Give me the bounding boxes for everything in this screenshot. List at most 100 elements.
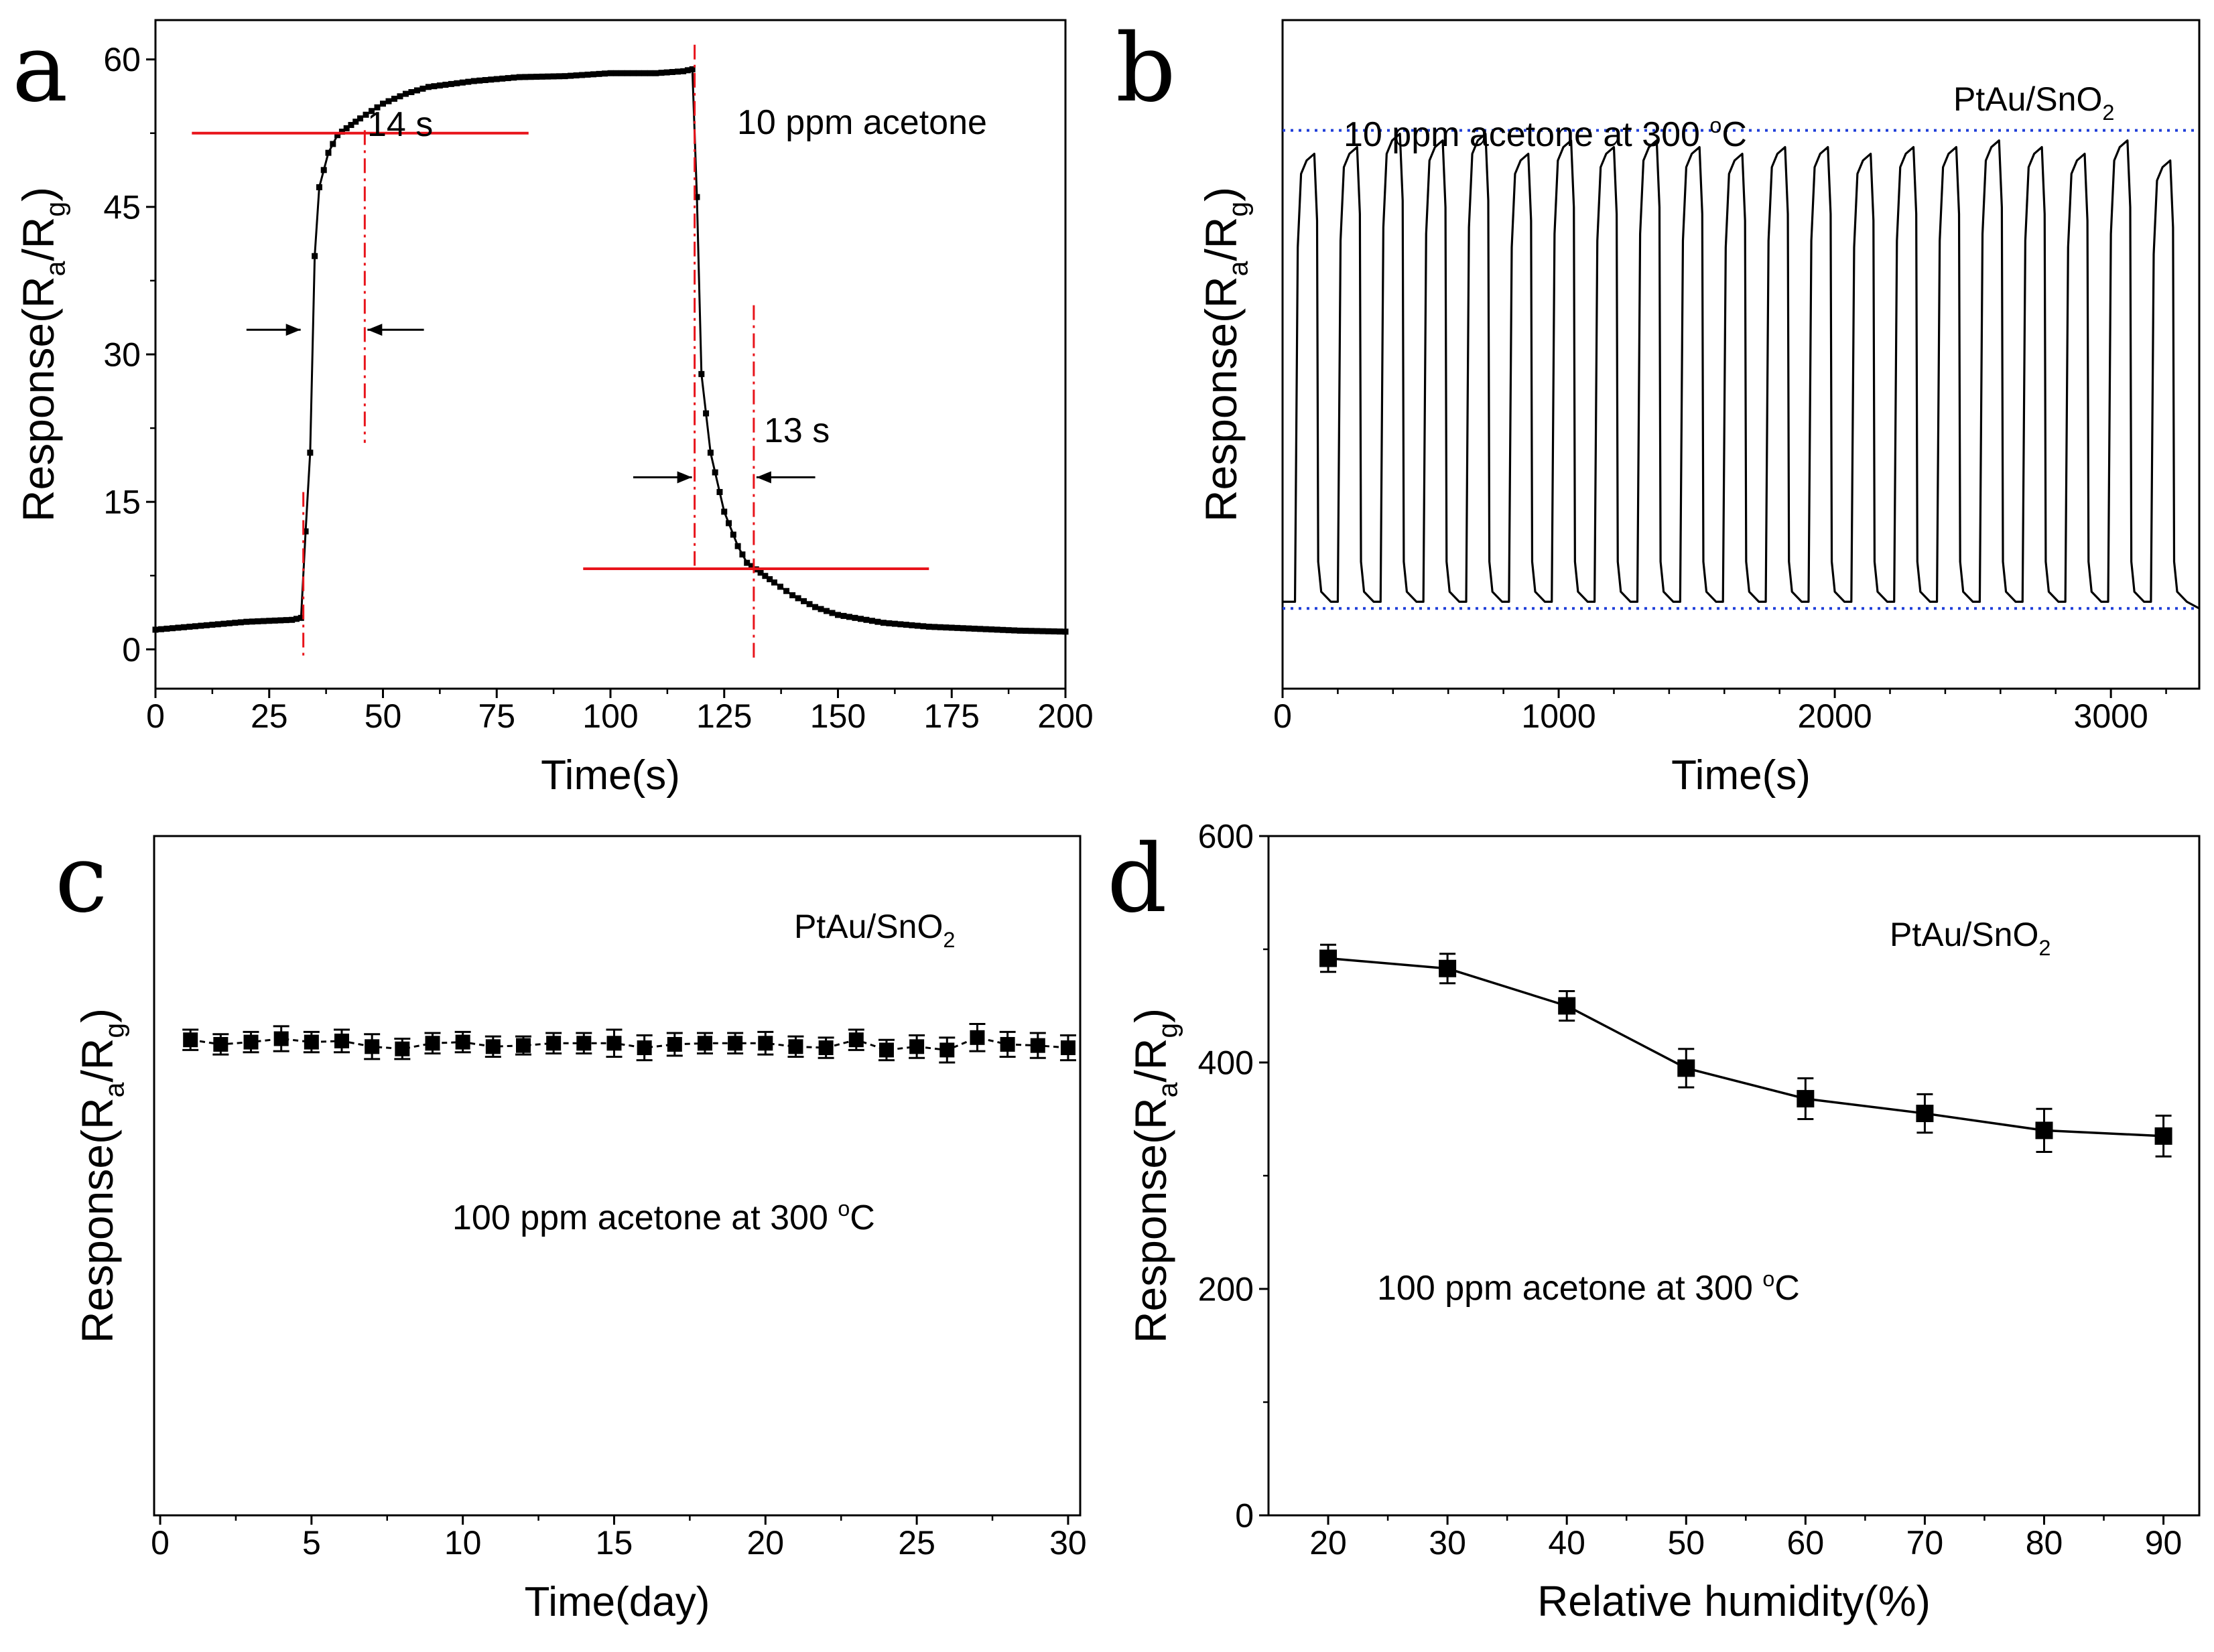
panel-a-data-point [352, 119, 359, 125]
panel-b-letter: b [1116, 14, 1176, 123]
panel-d-x-tick-label: 30 [1429, 1524, 1466, 1562]
panel-a-data-point [157, 626, 164, 632]
panel-c-y-axis-label-part: Response(R [72, 1097, 122, 1343]
panel-b-x-axis-label: Time(s) [1671, 752, 1811, 799]
panel-a-condition-label: 10 ppm acetone [737, 103, 987, 142]
panel-c-data-point [909, 1039, 925, 1054]
panel-a-data-point [698, 370, 705, 377]
panel-a-data-point [568, 72, 574, 79]
panel-d-material-label: PtAu/SnO2 [1890, 916, 2050, 960]
panel-a-data-point [954, 624, 961, 631]
panel-d-x-tick-label: 90 [2145, 1524, 2183, 1562]
panel-c-data-point [273, 1031, 289, 1046]
panel-c-x-axis-label: Time(day) [525, 1579, 710, 1625]
panel-c-y-axis-label-part: ) [72, 1008, 122, 1023]
panel-a-y-tick-label: 45 [103, 188, 141, 226]
panel-c-condition-text: 100 ppm acetone at 300 [452, 1198, 838, 1237]
panel-a-data-point [931, 624, 938, 630]
panel-a-data-point [522, 74, 529, 80]
panel-a-x-tick-label: 0 [146, 697, 165, 735]
panel-d-data-point [2035, 1121, 2053, 1140]
panel-a-recovery-right-arrow-head [756, 471, 771, 484]
panel-d-y-axis-label-part: /R [1126, 1038, 1175, 1083]
panel-a-y-axis-label: Response(Ra/Rg) [13, 187, 71, 522]
panel-a-data-point [436, 82, 443, 89]
panel-a-data-point [380, 100, 386, 107]
panel-a-data-point [630, 70, 637, 76]
panel-c-data-point [304, 1034, 319, 1050]
panel-b-y-axis-label-part: ) [1196, 187, 1246, 202]
panel-a-data-point [289, 616, 296, 623]
panel-a-data-point [302, 528, 309, 535]
panel-c-temp-unit: C [850, 1198, 875, 1237]
panel-b-x-tick-label: 1000 [1521, 697, 1596, 735]
panel-a-data-point [243, 618, 250, 625]
panel-c-data-point [243, 1034, 259, 1050]
panel-a-data-point [602, 70, 608, 77]
panel-b-material-part: PtAu/SnO [1953, 80, 2102, 118]
panel-a-data-point [562, 73, 568, 80]
panel-c-data-point [455, 1034, 470, 1050]
panel-a-data-point [920, 623, 927, 630]
panel-a-data-point [152, 626, 159, 633]
panel-a-data-point [584, 71, 591, 78]
panel-c-data-point [788, 1039, 803, 1054]
panel-a-x-tick-label: 75 [478, 697, 515, 735]
panel-c-degree-symbol: o [838, 1196, 850, 1221]
panel-d-condition-text: 100 ppm acetone at 300 [1377, 1269, 1762, 1308]
panel-a-data-point [829, 610, 836, 616]
panel-c-data-point [848, 1032, 864, 1048]
panel-a-data-point [801, 598, 807, 604]
panel-c-data-point [395, 1041, 410, 1056]
panel-a-data-point [596, 70, 602, 77]
panel-c-data-point [1000, 1036, 1015, 1052]
panel-a-data-point [612, 70, 619, 76]
panel-a-data-point [316, 184, 322, 190]
panel-a-data-point [669, 68, 675, 75]
panel-d-x-tick-label: 20 [1309, 1524, 1347, 1562]
panel-a-data-point [744, 559, 751, 566]
panel-c-data-point [667, 1036, 682, 1052]
panel-c-data-point [728, 1036, 743, 1051]
panel-c-y-axis-label: Response(Ra/Rg) [72, 1008, 130, 1343]
panel-a-data-point [255, 618, 261, 624]
panel-d-data-point [1319, 949, 1338, 967]
panel-a-data-point [198, 622, 204, 629]
panel-b-y-axis-label-part: a [1223, 261, 1254, 276]
panel-a-data-point [192, 623, 198, 630]
panel-a-data-point [903, 622, 909, 628]
panel-a-data-point [1005, 627, 1012, 634]
panel-a-data-point [391, 95, 397, 102]
panel-a-data-point [476, 77, 483, 84]
panel-b-y-axis-label-part: g [1223, 202, 1254, 217]
panel-a-data-point [579, 72, 586, 78]
panel-d-data-point [2154, 1127, 2172, 1145]
panel-a-data-point [988, 626, 995, 633]
panel-a-series-line [155, 68, 1066, 633]
panel-c-x-tick-label: 15 [596, 1524, 633, 1562]
panel-d-letter: d [1107, 825, 1167, 934]
panel-d-material-part: PtAu/SnO [1890, 916, 2038, 953]
panel-d-x-tick-label: 60 [1787, 1524, 1825, 1562]
panel-a-data-point [966, 625, 972, 632]
panel-a-response-left-arrow-head [285, 324, 301, 336]
panel-a-data-point [689, 66, 696, 72]
panel-a-data-point [232, 620, 239, 626]
panel-a-data-point [684, 67, 691, 74]
panel-a-data-point [635, 70, 642, 76]
panel-b-plot-frame [1281, 19, 2201, 690]
panel-d-data-point [1797, 1090, 1815, 1108]
panel-a-y-tick-label: 30 [103, 336, 141, 374]
panel-a-data-point [624, 70, 631, 76]
panel-a-data-point [694, 194, 700, 200]
panel-c-data-point [546, 1036, 562, 1051]
panel-c-data-point [334, 1033, 350, 1048]
panel-a-data-point [771, 579, 777, 586]
panel-a-data-point [1039, 628, 1046, 634]
panel-c-letter: c [55, 825, 107, 934]
panel-a-data-point [703, 410, 710, 417]
panel-a-data-point [812, 604, 819, 610]
panel-b-y-axis-label-part: /R [1196, 217, 1246, 261]
panel-d-x-tick-label: 50 [1667, 1524, 1705, 1562]
panel-c-data-point [939, 1042, 955, 1058]
